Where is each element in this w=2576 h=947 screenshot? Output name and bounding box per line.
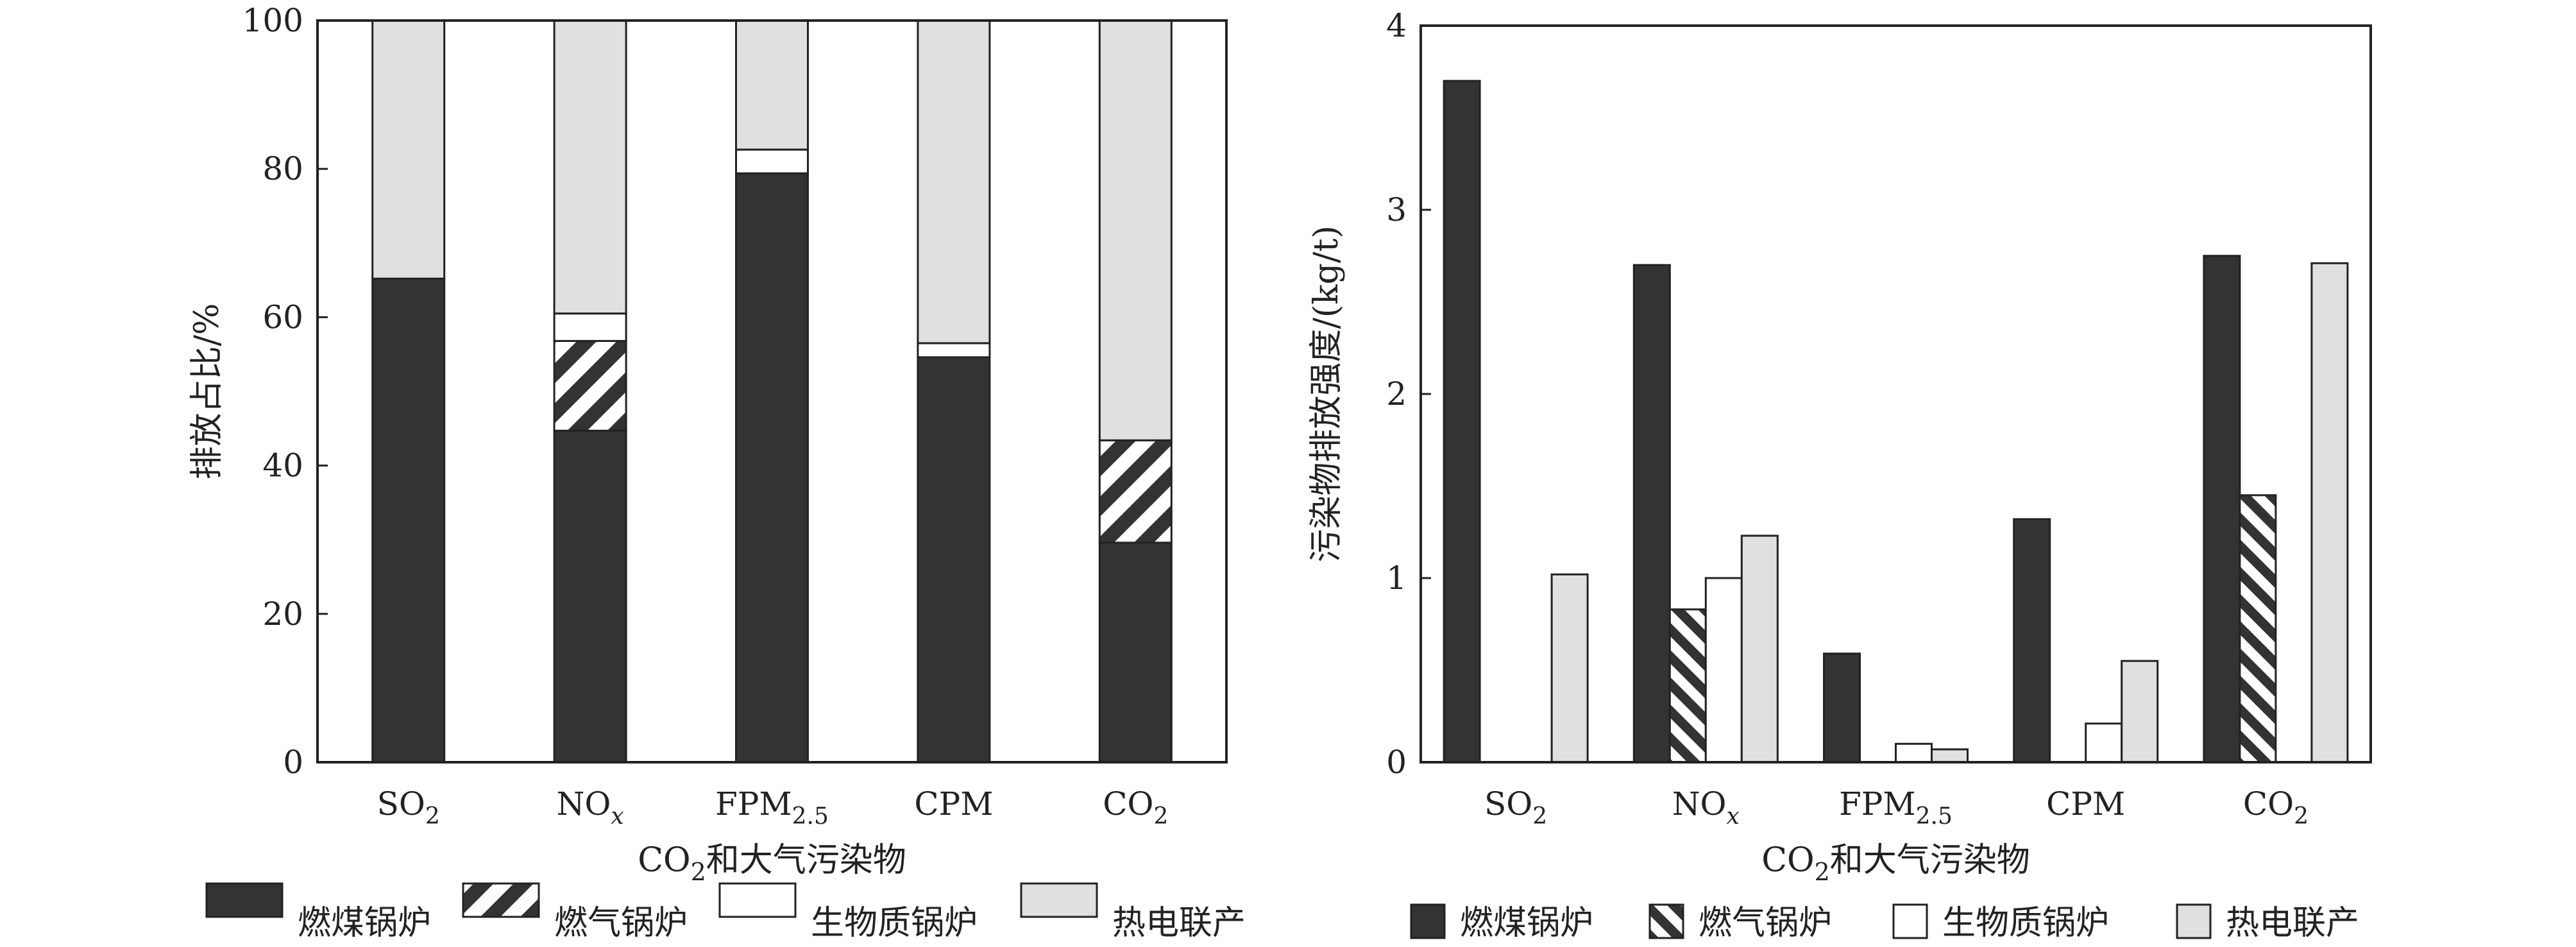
bar-biomass	[2085, 722, 2123, 764]
bar-chp	[2310, 262, 2349, 764]
y-axis-title: 排放占比/%	[188, 303, 226, 480]
bar-gas	[1098, 439, 1173, 544]
legend-item-coal: 燃煤锅炉	[205, 882, 431, 943]
stacked-share-chart: SO2 NOx FPM2.5 CPM CO2 0 20 40 60 80 100 排放占比/% CO2和…	[188, 2, 1228, 886]
bar-coal	[1443, 80, 1481, 764]
x-tick-label: FPM2.5	[715, 785, 829, 830]
legend-label: 燃气锅炉	[1699, 904, 1832, 943]
legend-swatch-chp	[1020, 882, 1098, 918]
legend-swatch-chp	[2176, 903, 2212, 939]
legend-item-coal: 燃煤锅炉	[1410, 903, 1593, 943]
x-axis-title: CO2和大气污染物	[1761, 841, 2030, 886]
y-tick-label: 4	[1386, 7, 1407, 44]
legend-swatch-coal	[205, 882, 284, 918]
legend-item-biomass: 生物质锅炉	[718, 882, 978, 943]
bar-biomass	[917, 342, 991, 359]
bar-coal	[2203, 255, 2241, 764]
bar-chp	[2121, 660, 2159, 764]
emission-intensity-chart: SO2 NOx FPM2.5 CPM CO2 0 1 2 3 4 污染物排放强度/(kg/t) CO2…	[1307, 7, 2372, 886]
bar-coal	[1098, 542, 1173, 764]
x-tick-label: CO2	[2243, 785, 2309, 830]
x-tick-label: CO2	[1103, 785, 1168, 830]
legend-item-chp: 热电联产	[1020, 882, 1246, 943]
bars	[371, 19, 1173, 764]
x-tick-label: CPM	[2046, 785, 2125, 823]
legend-item-chp: 热电联产	[2176, 903, 2359, 943]
bar-chp	[1931, 748, 1969, 764]
bars	[1443, 80, 2349, 764]
x-tick-label: NOx	[557, 785, 624, 830]
legend-swatch-gas	[462, 882, 540, 918]
legend-swatch-biomass	[718, 882, 797, 918]
legend-item-biomass: 生物质锅炉	[1892, 903, 2109, 943]
legend-swatch-coal	[1410, 903, 1446, 939]
y-tick-label: 2	[1386, 375, 1407, 413]
bar-chp	[917, 19, 991, 345]
y-tick-label: 20	[262, 595, 303, 633]
y-tick-label: 40	[262, 447, 303, 484]
legend-item-gas: 燃气锅炉	[462, 882, 688, 943]
legend-left: 燃煤锅炉 燃气锅炉 生物质锅炉 热电联产	[205, 882, 1246, 943]
bar-coal	[917, 356, 991, 764]
legend-label: 燃气锅炉	[554, 904, 688, 943]
bar-chp	[1098, 19, 1173, 441]
y-tick-label: 100	[242, 2, 303, 39]
bar-coal	[1823, 653, 1861, 764]
bar-chp	[371, 19, 446, 280]
bar-biomass	[1895, 742, 1933, 764]
x-tick-label: SO2	[1484, 785, 1547, 830]
legend-label: 燃煤锅炉	[1460, 904, 1593, 943]
bar-chp	[1740, 534, 1779, 764]
x-tick-label: NOx	[1672, 785, 1740, 830]
bar-chp	[1550, 573, 1589, 764]
y-tick-label: 80	[262, 150, 303, 187]
legend-label: 热电联产	[1112, 904, 1246, 943]
bar-chp	[735, 19, 809, 151]
bar-biomass	[553, 312, 627, 342]
bar-coal	[371, 277, 446, 764]
y-tick-label: 0	[283, 744, 303, 781]
bar-chp	[553, 19, 627, 315]
legend-right: 燃煤锅炉 燃气锅炉 生物质锅炉 热电联产	[1410, 903, 2359, 943]
bar-gas	[1668, 608, 1707, 764]
legend-label: 热电联产	[2226, 904, 2359, 943]
legend-label: 燃煤锅炉	[298, 904, 431, 943]
bar-coal	[1632, 264, 1671, 764]
x-tick-label: FPM2.5	[1839, 785, 1953, 830]
bar-gas	[553, 339, 627, 432]
legend-label: 生物质锅炉	[1942, 904, 2109, 943]
legend-swatch-biomass	[1892, 903, 1928, 939]
bar-coal	[2013, 518, 2051, 764]
x-tick-label: SO2	[377, 785, 440, 830]
legend-swatch-gas	[1648, 903, 1684, 939]
legend-label: 生物质锅炉	[811, 904, 978, 943]
bar-coal	[735, 172, 809, 764]
y-tick-label: 1	[1386, 559, 1407, 597]
y-axis-title: 污染物排放强度/(kg/t)	[1307, 225, 1346, 562]
y-tick-label: 3	[1386, 191, 1407, 228]
y-tick-label: 0	[1386, 744, 1407, 781]
bar-gas	[2239, 494, 2277, 764]
y-tick-label: 60	[262, 298, 303, 336]
plot-frame	[316, 19, 1228, 764]
x-tick-label: CPM	[914, 785, 993, 823]
x-axis-title: CO2和大气污染物	[638, 841, 906, 886]
legend-item-gas: 燃气锅炉	[1648, 903, 1832, 943]
bar-biomass	[1704, 577, 1743, 764]
bar-coal	[553, 429, 627, 764]
bar-biomass	[735, 148, 809, 175]
